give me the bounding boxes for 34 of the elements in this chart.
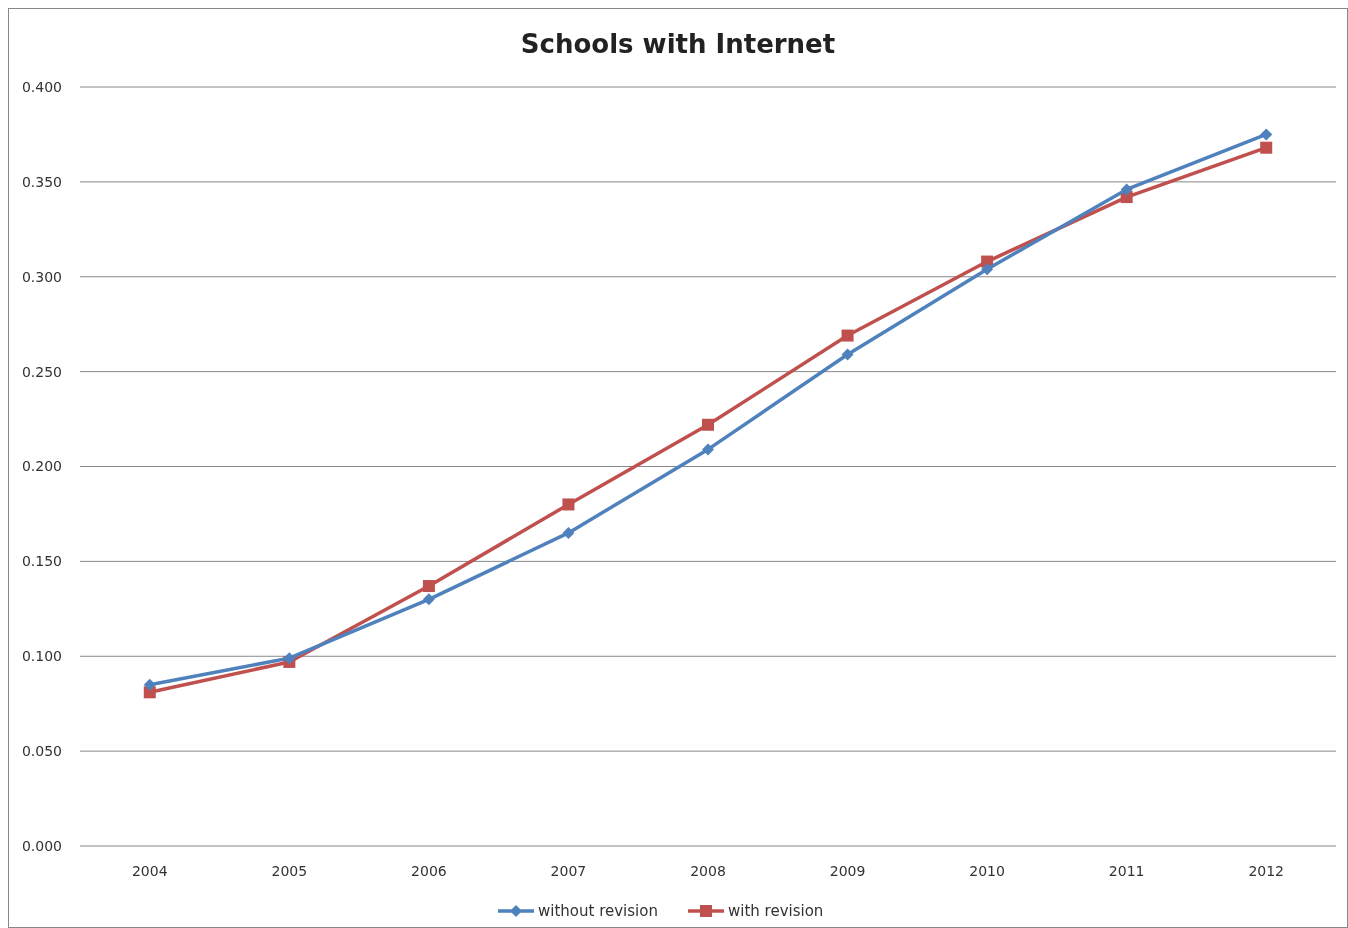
point [702,418,714,431]
point [143,678,156,691]
y-tick-label: 0.400 [21,78,62,95]
legend-label: without revision [538,902,658,921]
point [422,593,435,606]
point [562,498,575,511]
point [1260,141,1273,154]
y-tick-label: 0.150 [21,553,62,570]
y-tick-label: 0.100 [21,648,62,665]
y-tick-label: 0.000 [21,837,62,854]
y-tick-label: 0.250 [21,363,62,380]
x-tick-label: 2011 [1108,863,1145,879]
x-tick-label: 2008 [690,863,726,879]
x-tick-label: 2005 [271,863,308,879]
point [702,443,714,456]
point [841,348,854,361]
point [1260,128,1273,141]
point [1120,183,1133,196]
x-tick-label: 2006 [411,863,447,879]
x-tick-label: 2009 [829,863,866,879]
legend-label: with revision [728,902,824,921]
point [562,526,575,539]
y-tick-label: 0.300 [21,268,62,285]
x-tick-label: 2007 [550,863,587,879]
x-tick-label: 2012 [1248,863,1285,879]
point [422,580,435,593]
x-tick-label: 2010 [969,863,1005,879]
y-tick-label: 0.050 [21,743,62,760]
x-tick-label: 2004 [131,863,168,879]
y-tick-label: 0.350 [21,173,62,190]
y-tick-label: 0.200 [21,458,62,475]
chart-title: Schools with Internet [520,29,836,59]
point [841,329,854,342]
point [981,263,994,276]
